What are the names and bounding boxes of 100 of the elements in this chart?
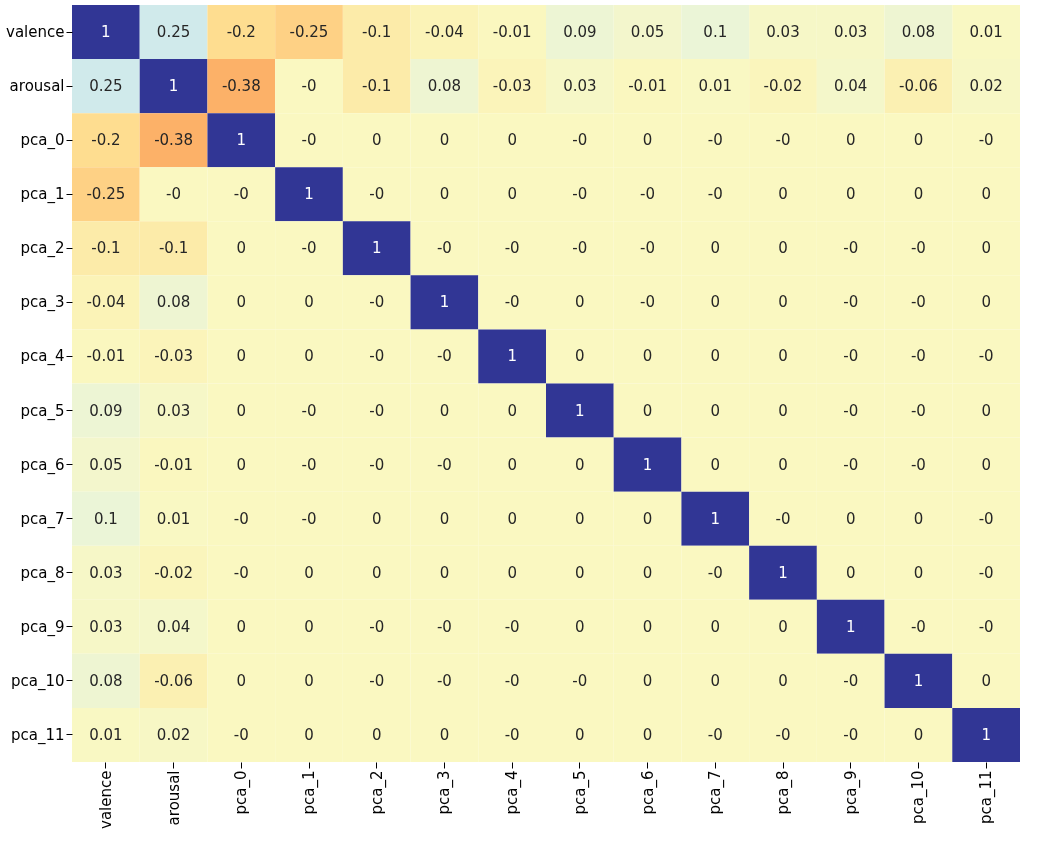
data-label: -0.01: [492, 23, 532, 42]
x-tick-label: valence: [96, 770, 115, 829]
data-label: -0: [910, 455, 926, 474]
data-label: 0: [710, 617, 721, 636]
data-label: -0: [910, 239, 926, 258]
x-tick-label: pca_4: [503, 770, 523, 815]
data-label: 0.03: [563, 77, 597, 96]
data-label: 0: [507, 401, 517, 420]
data-label: 0: [710, 401, 721, 420]
data-label: 0: [845, 131, 856, 150]
y-tick-label: pca_10: [10, 671, 65, 691]
data-label: -0: [843, 347, 859, 366]
data-label: 0: [913, 185, 924, 204]
data-label: -0: [301, 131, 317, 150]
data-label: -0: [640, 185, 656, 204]
data-label: 0.04: [834, 77, 868, 96]
data-label: 0.02: [969, 77, 1003, 96]
data-label: -0.02: [154, 563, 193, 582]
data-label: 0: [778, 185, 788, 204]
data-label: -0: [843, 725, 859, 744]
data-label: -0.1: [362, 23, 392, 42]
data-label: -0: [233, 509, 249, 528]
data-label: 0: [710, 671, 721, 690]
data-label: 0: [507, 509, 517, 528]
data-label: -0: [301, 77, 317, 96]
data-label: 0: [304, 617, 314, 636]
data-label: -0: [369, 293, 385, 312]
data-label: 1: [101, 23, 111, 42]
data-label: -0: [369, 347, 385, 366]
data-label: 0: [236, 671, 247, 690]
data-label: 0: [507, 455, 517, 474]
data-label: 0.04: [156, 617, 191, 636]
data-label: 0.03: [156, 401, 191, 420]
data-label: 0.01: [156, 509, 191, 528]
data-label: 0.25: [89, 77, 123, 96]
data-label: 0: [642, 401, 653, 420]
data-label: 0.05: [630, 23, 665, 42]
data-label: 0.01: [698, 77, 732, 96]
data-label: 0.03: [89, 563, 123, 582]
data-label: 0: [439, 185, 450, 204]
data-label: 0: [236, 347, 247, 366]
data-label: -0: [707, 131, 723, 150]
data-label: -0: [978, 131, 994, 150]
data-label: 0.09: [563, 23, 597, 42]
data-label: -0: [436, 455, 452, 474]
data-label: -0: [369, 671, 385, 690]
data-label: -0: [910, 617, 926, 636]
data-label: -0.38: [221, 77, 261, 96]
data-label: 0.01: [969, 23, 1003, 42]
data-label: 0: [710, 239, 721, 258]
data-label: -0: [369, 185, 385, 204]
data-label: 0: [778, 671, 788, 690]
x-tick-label: pca_11: [977, 770, 997, 825]
data-label: -0: [843, 401, 859, 420]
y-tick-label: pca_9: [20, 617, 65, 637]
data-label: 1: [507, 347, 517, 366]
data-label: 0: [439, 131, 450, 150]
data-label: -0: [640, 293, 656, 312]
data-label: 0: [981, 455, 991, 474]
data-label: -0: [572, 239, 588, 258]
data-label: 0: [304, 563, 314, 582]
data-label: 0: [981, 293, 991, 312]
data-label: -0: [843, 455, 859, 474]
data-label: 0: [304, 347, 314, 366]
data-label: 0: [236, 401, 247, 420]
data-label: -0: [910, 401, 926, 420]
data-label: 0: [710, 293, 721, 312]
data-label: 0: [845, 563, 856, 582]
y-tick-label: arousal: [9, 77, 65, 96]
data-label: -0.2: [91, 131, 121, 150]
data-label: 0.01: [89, 725, 123, 744]
data-label: -0.01: [628, 77, 667, 96]
data-label: -0.25: [86, 185, 126, 204]
x-tick-label: pca_0: [232, 770, 252, 815]
data-label: 1: [981, 725, 991, 744]
data-label: -0: [978, 509, 994, 528]
data-label: -0.2: [226, 23, 256, 42]
data-label: 0.25: [156, 23, 191, 42]
data-label: 0: [439, 401, 450, 420]
data-label: 0: [575, 563, 585, 582]
data-label: 0: [913, 131, 924, 150]
data-label: -0.06: [899, 77, 938, 96]
data-label: -0: [843, 239, 859, 258]
x-tick-label: pca_1: [300, 770, 319, 815]
data-label: 1: [236, 131, 247, 150]
data-label: -0: [436, 347, 452, 366]
data-label: 0.1: [703, 23, 728, 42]
data-label: -0: [166, 185, 182, 204]
data-label: 0: [642, 509, 653, 528]
data-label: -0: [504, 617, 520, 636]
data-label: 0: [507, 563, 517, 582]
data-label: -0: [707, 185, 723, 204]
y-tick-label: pca_1: [20, 185, 65, 205]
data-label: 0.09: [89, 401, 123, 420]
data-label: -0: [707, 563, 723, 582]
data-label: 0: [845, 509, 856, 528]
data-label: 0.03: [766, 23, 800, 42]
data-label: 0: [439, 725, 450, 744]
data-label: -0.01: [154, 455, 193, 474]
y-tick-label: pca_2: [20, 239, 65, 259]
